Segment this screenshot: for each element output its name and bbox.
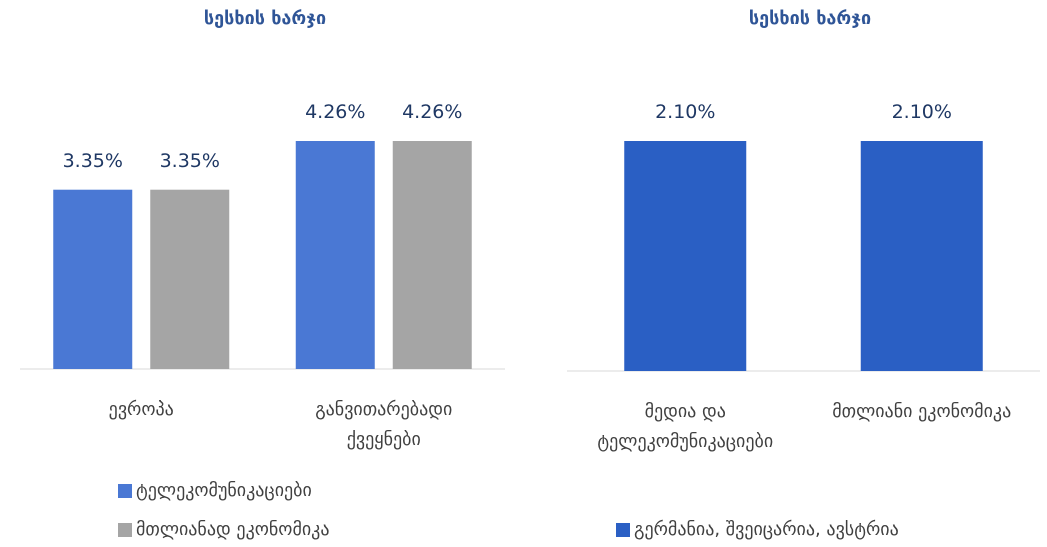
data-label: 2.10% <box>891 101 952 123</box>
bar <box>392 141 472 369</box>
chart-title: სესხის ხარჯი <box>203 8 327 29</box>
legend-entry: გერმანია, შვეიცარია, ავსტრია <box>616 519 899 540</box>
x-tick-label: მედია და ტელეკომუნიკაციები <box>597 401 774 452</box>
chart-title: სესხის ხარჯი <box>748 8 872 29</box>
legend-label: მთლიანად ეკონომიკა <box>136 519 330 540</box>
legend-swatch <box>118 522 132 537</box>
legend-entry: მთლიანად ეკონომიკა <box>118 519 330 540</box>
data-label: 3.35% <box>159 149 220 172</box>
legend-label: გერმანია, შვეიცარია, ავსტრია <box>634 519 899 540</box>
data-label: 4.26% <box>402 101 463 123</box>
x-tick-label: ევროპა <box>108 399 174 420</box>
bar <box>860 141 983 371</box>
bar <box>295 141 375 369</box>
data-label: 4.26% <box>305 101 366 123</box>
legend-swatch <box>118 483 132 498</box>
legend-entry: ტელეკომუნიკაციები <box>118 480 312 501</box>
bar <box>624 141 747 371</box>
data-label: 3.35% <box>62 149 123 172</box>
x-tick-label: განვითარებადი ქვეყნები <box>315 399 453 450</box>
bar <box>150 189 230 369</box>
legend-swatch <box>616 522 630 537</box>
data-label: 2.10% <box>655 101 716 123</box>
legend-label: ტელეკომუნიკაციები <box>136 480 312 501</box>
bar <box>53 189 133 369</box>
x-tick-label: მთლიანი ეკონომიკა <box>832 401 1012 422</box>
